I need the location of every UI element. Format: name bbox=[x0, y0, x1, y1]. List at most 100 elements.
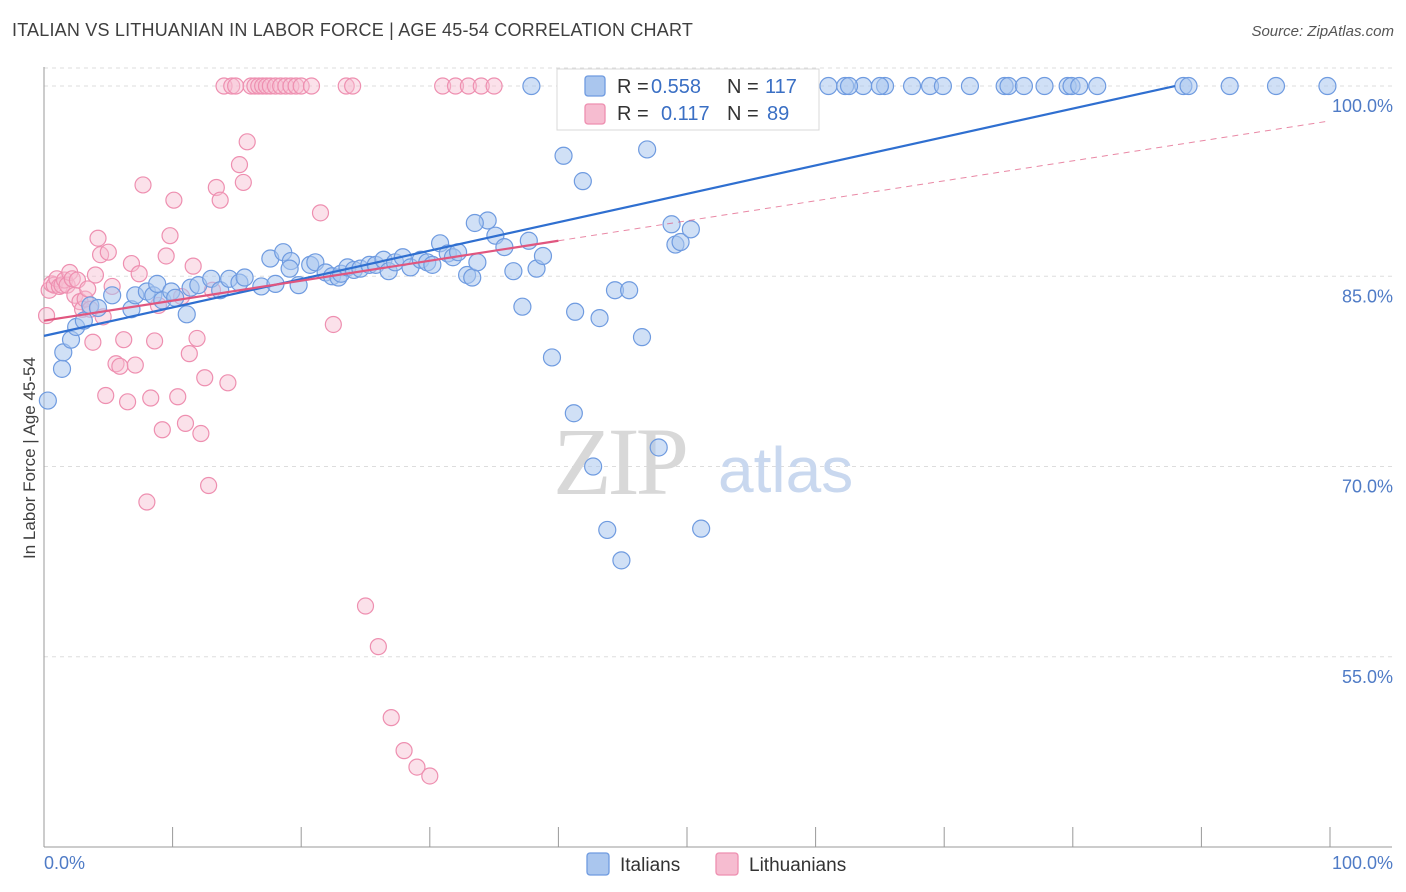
legend-lithuanians-label: Lithuanians bbox=[749, 855, 846, 876]
italians-r-label: R = bbox=[617, 76, 649, 98]
italians-point bbox=[632, 328, 652, 347]
lithuanians-point bbox=[165, 191, 183, 209]
lithuanians-point bbox=[99, 243, 117, 261]
lithuanians-point bbox=[145, 332, 164, 350]
lithuanians-point bbox=[311, 204, 330, 222]
italians-point bbox=[671, 232, 690, 252]
lithuanians-point bbox=[176, 414, 195, 432]
lithuanians-point bbox=[86, 266, 105, 284]
italians-point bbox=[1070, 76, 1089, 96]
lithuanians-point bbox=[257, 77, 276, 95]
italians-point bbox=[960, 76, 980, 96]
italians-point bbox=[166, 288, 185, 307]
lithuanians-point bbox=[227, 77, 245, 95]
source-label: Source: ZipAtlas.com bbox=[1251, 23, 1394, 40]
italians-point bbox=[1318, 76, 1337, 96]
y-axis-title: In Labor Force | Age 45-54 bbox=[20, 357, 39, 559]
grid-layer bbox=[44, 67, 1392, 658]
italians-point bbox=[148, 274, 167, 293]
italians-point bbox=[999, 76, 1018, 96]
y-tick-label: 55.0% bbox=[1342, 667, 1393, 687]
lithuanians-point bbox=[188, 329, 206, 348]
lithuanians-point bbox=[234, 173, 252, 192]
lithuanians-point bbox=[153, 421, 171, 439]
italians-point bbox=[598, 520, 617, 540]
italians-point bbox=[564, 404, 583, 423]
italians-point bbox=[533, 246, 553, 266]
stats-legend: R = 0.558 N = 117 R = 0.117 N = 89 bbox=[556, 68, 820, 131]
italians-trend-line bbox=[43, 84, 1176, 337]
lithuanians-point bbox=[97, 386, 115, 405]
italians-point bbox=[1220, 76, 1239, 96]
italians-point bbox=[649, 438, 668, 457]
legend-italians-swatch bbox=[586, 852, 610, 876]
italians-point bbox=[1179, 76, 1198, 96]
lithuanians-point bbox=[434, 77, 452, 95]
italians-points bbox=[38, 76, 1337, 570]
watermark: ZIP atlas bbox=[553, 408, 853, 515]
tick-labels: 55.0% 70.0% 85.0% 100.0% 0.0% 100.0% bbox=[44, 96, 1393, 873]
italians-point bbox=[662, 215, 681, 234]
y-tick-label: 85.0% bbox=[1342, 286, 1393, 306]
italians-point bbox=[103, 286, 122, 305]
y-tick-label: 70.0% bbox=[1342, 477, 1393, 497]
lithuanians-point bbox=[459, 77, 477, 95]
lithuanians-point bbox=[337, 77, 355, 95]
watermark-atlas-text: atlas bbox=[718, 434, 853, 506]
lithuanians-point bbox=[138, 493, 156, 511]
italians-point bbox=[584, 457, 603, 476]
italians-point bbox=[870, 76, 890, 96]
italians-point bbox=[280, 259, 299, 278]
lithuanians-points bbox=[37, 77, 503, 785]
italians-n-label: N = bbox=[727, 76, 759, 98]
italians-point bbox=[1266, 76, 1286, 96]
italians-point bbox=[590, 309, 609, 328]
lithuanians-point bbox=[421, 767, 439, 785]
lithuanians-point bbox=[79, 280, 97, 298]
lithuanians-point bbox=[192, 424, 210, 443]
lithuanians-point bbox=[142, 389, 160, 407]
legend-lithuanians-swatch bbox=[715, 852, 739, 876]
lithuanians-r-label: R = bbox=[617, 103, 649, 125]
lithuanians-point bbox=[184, 257, 202, 275]
italians-point bbox=[1014, 76, 1034, 96]
italians-point bbox=[38, 391, 57, 410]
lithuanians-point bbox=[111, 357, 129, 375]
legend-italians-label: Italians bbox=[620, 855, 680, 876]
lithuanians-point bbox=[211, 191, 229, 209]
x-tick-label: 0.0% bbox=[44, 853, 85, 873]
italians-point bbox=[1088, 76, 1107, 96]
lithuanians-point bbox=[207, 178, 225, 197]
italians-point bbox=[1035, 76, 1054, 96]
lithuanians-point bbox=[161, 227, 179, 245]
italians-point bbox=[566, 302, 585, 321]
lithuanians-point bbox=[302, 77, 321, 95]
italians-r-value: 0.558 bbox=[651, 76, 701, 98]
lithuanians-n-value: 89 bbox=[767, 103, 789, 125]
lithuanians-point bbox=[126, 356, 144, 374]
italians-point bbox=[573, 172, 592, 191]
lithuanians-point bbox=[157, 247, 175, 265]
italians-point bbox=[839, 76, 859, 96]
italians-point bbox=[513, 297, 532, 316]
lithuanians-point bbox=[485, 77, 503, 95]
italians-point bbox=[933, 76, 953, 96]
lithuanians-point bbox=[369, 638, 387, 656]
lithuanians-point bbox=[219, 374, 237, 392]
italians-point bbox=[902, 76, 922, 96]
x-tick-label: 100.0% bbox=[1332, 853, 1393, 873]
italians-point bbox=[52, 359, 72, 378]
lithuanians-trend-extension bbox=[558, 120, 1331, 242]
italians-point bbox=[620, 281, 639, 300]
lithuanians-point bbox=[446, 77, 465, 95]
trend-lines bbox=[43, 84, 1331, 337]
lithuanians-point bbox=[180, 345, 198, 363]
italians-point bbox=[681, 220, 700, 239]
lithuanians-r-value: 0.117 bbox=[661, 103, 710, 125]
y-tick-label: 100.0% bbox=[1332, 96, 1393, 116]
lithuanians-point bbox=[472, 77, 490, 95]
axis-layer bbox=[43, 67, 1392, 848]
lithuanians-point bbox=[223, 77, 241, 95]
